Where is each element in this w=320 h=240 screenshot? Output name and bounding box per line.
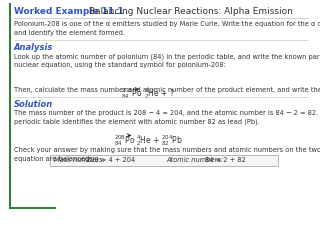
Text: $\mathregular{^{208}_{84}}$Po: $\mathregular{^{208}_{84}}$Po — [114, 133, 135, 148]
Text: Atomic numbers:: Atomic numbers: — [166, 157, 223, 163]
FancyBboxPatch shape — [51, 156, 278, 166]
Text: 208 = 4 + 204: 208 = 4 + 204 — [86, 157, 136, 163]
Text: Solution: Solution — [14, 100, 53, 109]
Text: Mass numbers:: Mass numbers: — [54, 157, 105, 163]
Text: Look up the atomic number of polonium (84) in the periodic table, and write the : Look up the atomic number of polonium (8… — [14, 53, 320, 68]
Text: $\mathregular{^{4}_{2}}$He + $\mathregular{^{204}_{82}}$Pb: $\mathregular{^{4}_{2}}$He + $\mathregul… — [136, 133, 183, 148]
Text: Then, calculate the mass number and atomic number of the product element, and wr: Then, calculate the mass number and atom… — [14, 87, 320, 93]
Text: Analysis: Analysis — [14, 43, 53, 52]
Text: 84 = 2 + 82: 84 = 2 + 82 — [205, 157, 246, 163]
Text: Balancing Nuclear Reactions: Alpha Emission: Balancing Nuclear Reactions: Alpha Emiss… — [86, 7, 293, 16]
Text: $\mathregular{^{4}_{2}}$He + ?: $\mathregular{^{4}_{2}}$He + ? — [144, 87, 175, 102]
Text: Polonium-208 is one of the α emitters studied by Marie Curie. Write the equation: Polonium-208 is one of the α emitters st… — [14, 21, 320, 36]
Text: $\mathregular{^{208}_{84}}$Po: $\mathregular{^{208}_{84}}$Po — [121, 87, 143, 102]
Text: The mass number of the product is 208 − 4 = 204, and the atomic number is 84 − 2: The mass number of the product is 208 − … — [14, 110, 320, 125]
Text: Worked Example 11.1: Worked Example 11.1 — [14, 7, 124, 16]
Text: Check your answer by making sure that the mass numbers and atomic numbers on the: Check your answer by making sure that th… — [14, 147, 320, 162]
